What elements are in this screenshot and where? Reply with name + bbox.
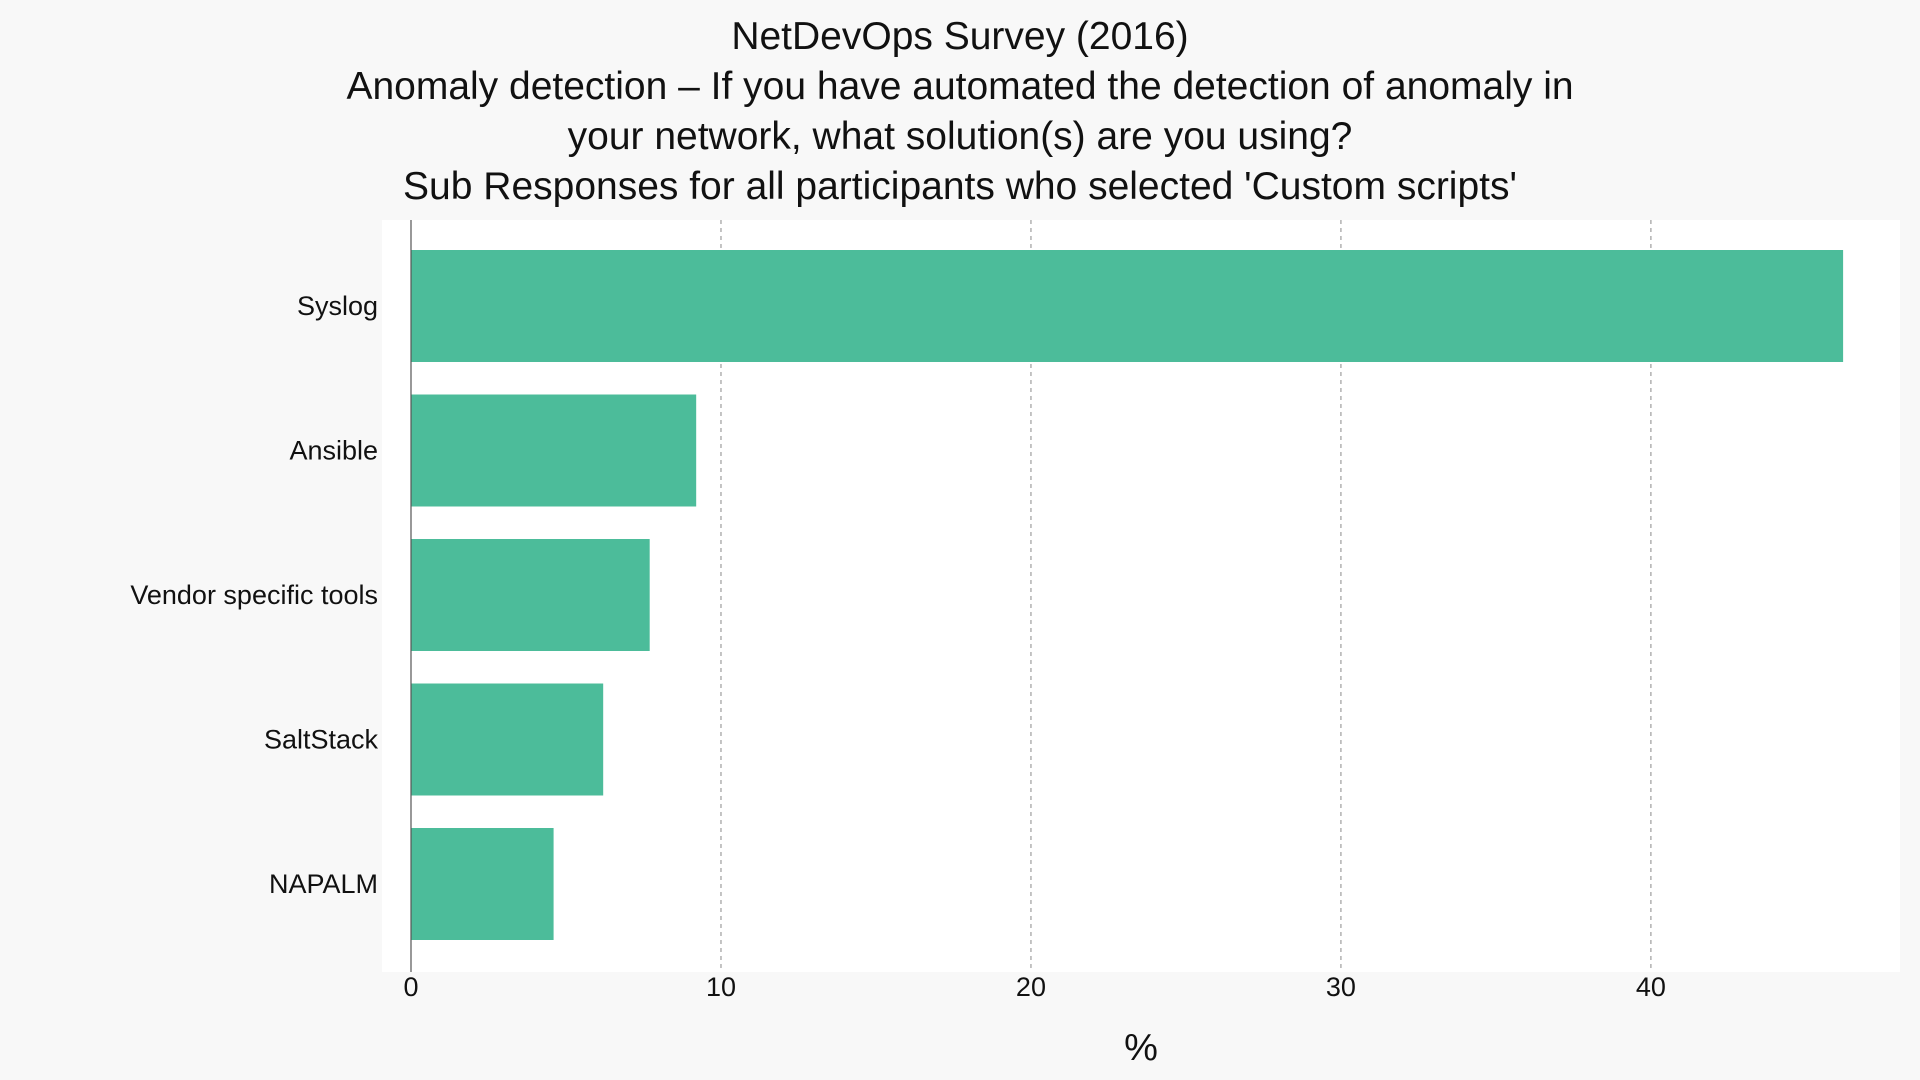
category-label-napalm: NAPALM [269, 869, 378, 899]
chart-title: NetDevOps Survey (2016) Anomaly detectio… [346, 15, 1573, 208]
category-label-syslog: Syslog [297, 291, 378, 321]
gridlines [720, 220, 1652, 972]
category-labels: Syslog Ansible Vendor specific tools SaltSt… [130, 291, 378, 899]
chart-title-line-4: Sub Responses for all participants who s… [403, 165, 1517, 208]
bar-vendor-specific-tools [411, 539, 650, 651]
chart-title-line-2: Anomaly detection – If you have automate… [346, 65, 1573, 108]
bar-syslog [411, 250, 1844, 362]
category-label-ansible: Ansible [289, 436, 378, 466]
x-tick-label-40: 40 [1636, 972, 1666, 1002]
bar-ansible [411, 394, 697, 507]
chart-title-line-1: NetDevOps Survey (2016) [731, 15, 1188, 58]
x-tick-label-20: 20 [1016, 972, 1046, 1002]
bar-napalm [411, 828, 554, 940]
x-tick-label-30: 30 [1326, 972, 1356, 1002]
category-label-saltstack: SaltStack [264, 725, 379, 755]
bar-saltstack [411, 683, 604, 796]
category-label-vendor-specific-tools: Vendor specific tools [130, 580, 378, 610]
x-tick-label-0: 0 [403, 972, 418, 1002]
bars [411, 250, 1844, 940]
chart-title-line-3: your network, what solution(s) are you u… [568, 115, 1353, 158]
x-tick-label-10: 10 [706, 972, 736, 1002]
x-tick-labels: 0 10 20 30 40 [403, 972, 1665, 1002]
x-axis-title: % [1124, 1027, 1158, 1069]
